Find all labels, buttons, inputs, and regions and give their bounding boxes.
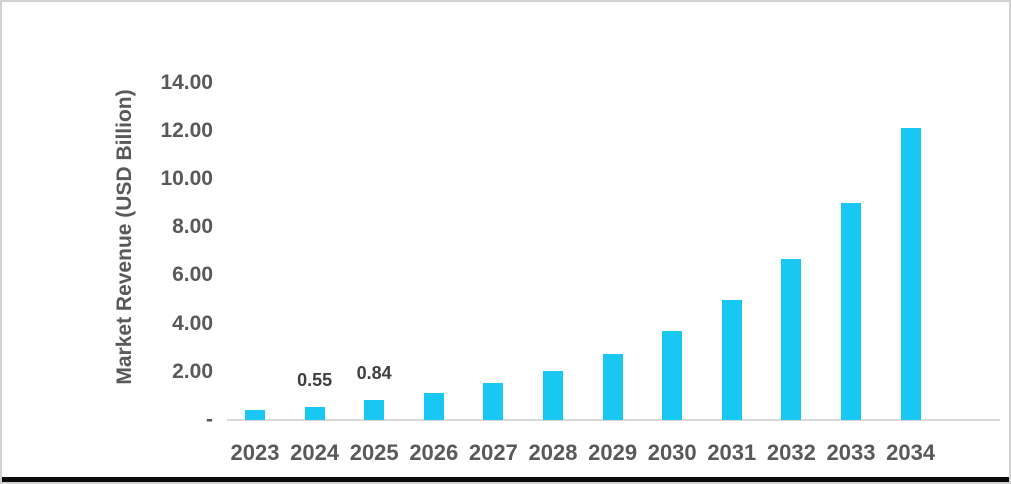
x-tick-label-2027: 2027 <box>468 440 518 465</box>
bar-2030 <box>662 330 683 420</box>
x-tick-label-2031: 2031 <box>707 440 757 465</box>
bar-2027 <box>483 383 504 420</box>
value-label-2024: 0.55 <box>297 369 333 390</box>
x-axis-labels: 2023 2024 2025 2026 2027 2028 2029 2030 2031 2032… <box>227 440 1000 468</box>
bar-2028 <box>543 370 563 420</box>
y-tick-label-4: 4.00 <box>172 311 213 335</box>
y-axis-tick-labels: - 2.00 4.00 6.00 8.00 10.00 12.00 14.00 <box>2 2 213 482</box>
x-tick-label-2029: 2029 <box>588 440 638 465</box>
x-tick-label-2034: 2034 <box>886 440 936 465</box>
bar-2023 <box>245 410 265 420</box>
y-tick-label-0: - <box>206 408 213 431</box>
y-tick-label-6: 6.00 <box>172 263 213 287</box>
y-tick-label-2: 2.00 <box>172 359 213 383</box>
plot-area: 0.55 0.84 <box>227 2 1000 421</box>
x-axis-line <box>227 419 1000 421</box>
bar-2029 <box>602 353 623 420</box>
bar-2025 <box>364 399 385 420</box>
x-tick-label-2030: 2030 <box>647 440 697 465</box>
x-tick-label-2025: 2025 <box>349 440 399 465</box>
bar-2024 <box>304 406 325 420</box>
bar-2031 <box>721 300 742 420</box>
y-tick-label-10: 10.00 <box>160 167 213 190</box>
x-tick-label-2024: 2024 <box>290 440 340 465</box>
x-tick-label-2026: 2026 <box>409 440 459 465</box>
x-tick-label-2023: 2023 <box>230 440 280 465</box>
bar-2026 <box>423 392 444 420</box>
x-tick-label-2028: 2028 <box>528 440 578 465</box>
bar-2032 <box>781 258 802 420</box>
bar-2033 <box>841 203 861 420</box>
bottom-edge-strip <box>2 477 1009 482</box>
y-tick-label-12: 12.00 <box>160 118 213 142</box>
x-tick-label-2032: 2032 <box>766 440 816 465</box>
y-tick-label-8: 8.00 <box>172 215 213 239</box>
y-tick-label-14: 14.00 <box>160 70 213 94</box>
x-tick-label-2033: 2033 <box>826 440 876 465</box>
value-label-2025: 0.84 <box>356 362 392 383</box>
bar-2034 <box>900 128 921 420</box>
